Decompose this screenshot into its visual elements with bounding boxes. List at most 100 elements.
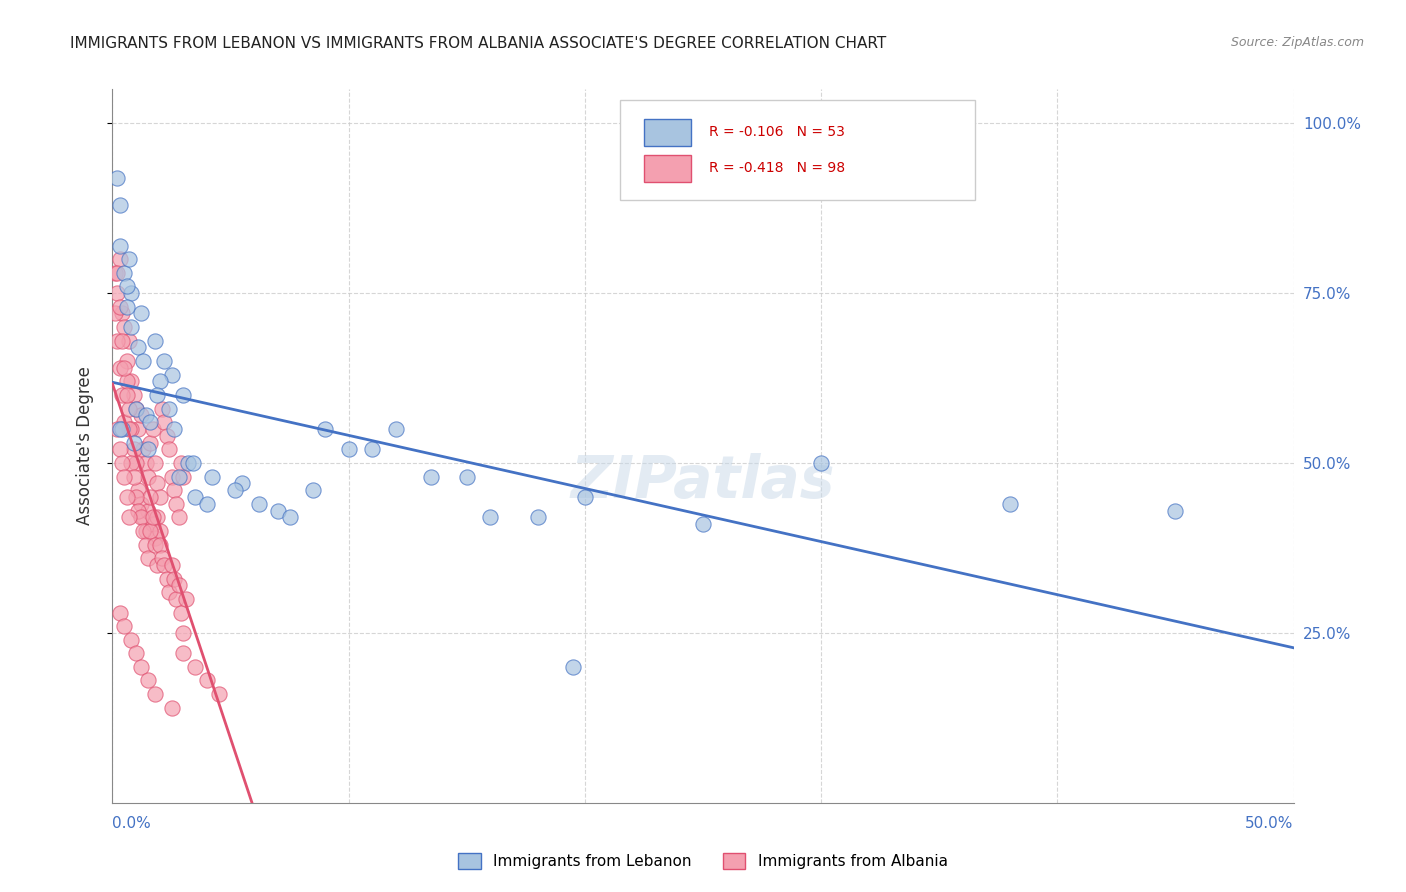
Point — [120, 375, 142, 389]
Point — [115, 300, 138, 314]
Point — [118, 334, 141, 348]
Point — [153, 354, 176, 368]
Point — [135, 537, 157, 551]
Point — [139, 524, 162, 538]
Point — [165, 497, 187, 511]
Point — [125, 456, 148, 470]
Point — [108, 252, 131, 266]
Point — [385, 422, 408, 436]
Point — [149, 537, 172, 551]
Point — [120, 320, 142, 334]
Point — [167, 578, 190, 592]
Point — [115, 388, 138, 402]
Point — [692, 517, 714, 532]
Point — [111, 388, 134, 402]
Point — [420, 469, 443, 483]
Bar — [644, 120, 692, 146]
Point — [111, 456, 134, 470]
Point — [105, 422, 128, 436]
Point — [105, 334, 128, 348]
Point — [127, 483, 149, 498]
Point — [108, 606, 131, 620]
Point — [163, 483, 186, 498]
Point — [163, 422, 186, 436]
Point — [361, 442, 384, 457]
Point — [184, 490, 207, 504]
Point — [526, 510, 548, 524]
Point — [153, 415, 176, 429]
Point — [157, 585, 180, 599]
Point — [112, 360, 135, 375]
Point — [127, 341, 149, 355]
Point — [125, 401, 148, 416]
Point — [105, 266, 128, 280]
Point — [118, 252, 141, 266]
Point — [156, 572, 179, 586]
Point — [105, 170, 128, 185]
Point — [135, 409, 157, 423]
Point — [135, 524, 157, 538]
Point — [143, 531, 166, 545]
Point — [143, 334, 166, 348]
Point — [129, 409, 152, 423]
Point — [129, 497, 152, 511]
Point — [208, 687, 231, 701]
Point — [146, 476, 169, 491]
Point — [165, 591, 187, 606]
Point — [111, 334, 134, 348]
Point — [125, 401, 148, 416]
Point — [108, 198, 131, 212]
Point — [172, 388, 194, 402]
Point — [129, 510, 152, 524]
Point — [112, 320, 135, 334]
Point — [132, 442, 155, 457]
Point — [150, 401, 173, 416]
Point — [195, 497, 218, 511]
Text: 50.0%: 50.0% — [1246, 816, 1294, 831]
Point — [127, 503, 149, 517]
Point — [139, 435, 162, 450]
Point — [129, 660, 152, 674]
Point — [224, 483, 246, 498]
Point — [142, 510, 165, 524]
Point — [167, 469, 190, 483]
Point — [135, 456, 157, 470]
Point — [122, 435, 145, 450]
Point — [172, 626, 194, 640]
Point — [115, 375, 138, 389]
Point — [108, 300, 131, 314]
Point — [998, 497, 1021, 511]
Bar — [644, 155, 692, 182]
Point — [163, 572, 186, 586]
Point — [129, 306, 152, 320]
Point — [132, 524, 155, 538]
Point — [177, 456, 200, 470]
Point — [112, 415, 135, 429]
Point — [136, 673, 159, 688]
Point — [127, 422, 149, 436]
Point — [172, 646, 194, 660]
Point — [278, 510, 301, 524]
Point — [456, 469, 478, 483]
Point — [157, 442, 180, 457]
Y-axis label: Associate's Degree: Associate's Degree — [76, 367, 94, 525]
Point — [149, 490, 172, 504]
Point — [132, 354, 155, 368]
Point — [108, 238, 131, 252]
Point — [108, 422, 131, 436]
Text: 0.0%: 0.0% — [112, 816, 152, 831]
Point — [132, 510, 155, 524]
Point — [479, 510, 502, 524]
Text: R = -0.418   N = 98: R = -0.418 N = 98 — [709, 161, 845, 176]
Point — [337, 442, 360, 457]
Text: R = -0.106   N = 53: R = -0.106 N = 53 — [709, 125, 845, 139]
Point — [136, 469, 159, 483]
Point — [231, 476, 253, 491]
Point — [167, 510, 190, 524]
Point — [149, 524, 172, 538]
Point — [314, 422, 336, 436]
Point — [181, 456, 204, 470]
Point — [142, 517, 165, 532]
Point — [139, 415, 162, 429]
Point — [150, 551, 173, 566]
